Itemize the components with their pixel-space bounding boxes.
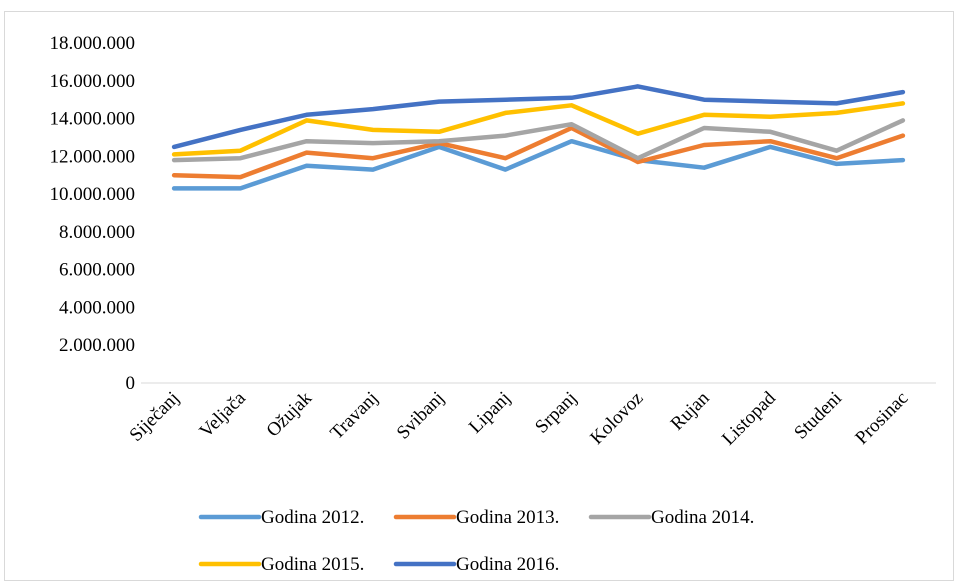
x-tick-label: Srpanj bbox=[531, 388, 581, 438]
x-tick-label: Prosinac bbox=[851, 388, 912, 449]
legend-label: Godina 2012. bbox=[261, 507, 364, 528]
y-tick-label: 4.000.000 bbox=[59, 297, 135, 318]
y-tick-label: 10.000.000 bbox=[50, 184, 136, 205]
x-tick-label: Travanj bbox=[326, 388, 382, 444]
x-tick-label: Kolovoz bbox=[586, 388, 647, 449]
x-tick-label: Siječanj bbox=[126, 388, 184, 446]
series-line-5 bbox=[171, 84, 906, 150]
y-axis-ticks: 0 2.000.000 4.000.000 6.000.000 8.000.000 10.… bbox=[50, 33, 136, 394]
x-tick-label: Veljača bbox=[196, 387, 251, 442]
y-tick-label: 12.000.000 bbox=[50, 146, 136, 167]
x-tick-label: Lipanj bbox=[465, 388, 515, 438]
series-line-2 bbox=[171, 125, 906, 180]
x-tick-label: Rujan bbox=[667, 387, 714, 434]
x-tick-label: Studeni bbox=[790, 388, 846, 444]
legend-label: Godina 2016. bbox=[456, 554, 559, 575]
series-line-4 bbox=[171, 101, 906, 157]
series-line-1 bbox=[171, 138, 906, 191]
y-tick-label: 0 bbox=[126, 373, 136, 394]
legend-label: Godina 2014. bbox=[651, 507, 754, 528]
legend: Godina 2012. Godina 2013. Godina 2014. Godi… bbox=[198, 507, 754, 575]
chart-frame: 0 2.000.000 4.000.000 6.000.000 8.000.000 10.… bbox=[4, 11, 954, 581]
legend-label: Godina 2013. bbox=[456, 507, 559, 528]
legend-label: Godina 2015. bbox=[261, 554, 364, 575]
y-tick-label: 18.000.000 bbox=[50, 33, 136, 54]
y-tick-label: 14.000.000 bbox=[50, 109, 136, 130]
y-tick-label: 2.000.000 bbox=[59, 335, 135, 356]
x-tick-label: Svibanj bbox=[393, 388, 449, 444]
x-tick-label: Listopad bbox=[718, 387, 780, 449]
y-tick-label: 6.000.000 bbox=[59, 260, 135, 281]
line-chart: 0 2.000.000 4.000.000 6.000.000 8.000.000 10.… bbox=[50, 33, 936, 575]
y-tick-label: 16.000.000 bbox=[50, 71, 136, 92]
y-tick-label: 8.000.000 bbox=[59, 222, 135, 243]
series-lines bbox=[171, 84, 906, 191]
x-tick-label: Ožujak bbox=[263, 387, 317, 441]
x-axis-ticks: Siječanj Veljača Ožujak Travanj Svibanj Lipan… bbox=[126, 387, 913, 449]
series-line-3 bbox=[171, 118, 906, 163]
